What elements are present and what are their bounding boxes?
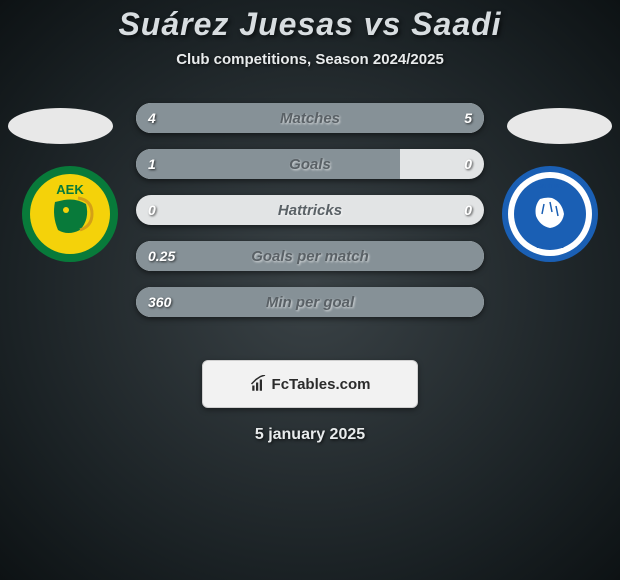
stat-value-right: 0: [464, 195, 472, 225]
stat-label: Matches: [136, 103, 484, 133]
page-title: Suárez Juesas vs Saadi: [0, 6, 620, 43]
stat-value-right: 0: [464, 149, 472, 179]
stat-row: Min per goal360: [136, 287, 484, 317]
stat-value-left: 360: [148, 287, 171, 317]
comparison-panel: AEK ΑΘΛΗΤΙΚΟΣ ΕΘΝΙΚΟΣ Matches45Goals10Ha…: [0, 88, 620, 348]
stat-value-left: 4: [148, 103, 156, 133]
page-subtitle: Club competitions, Season 2024/2025: [0, 51, 620, 68]
stat-value-left: 0: [148, 195, 156, 225]
stat-value-right: 5: [464, 103, 472, 133]
stat-value-left: 0.25: [148, 241, 175, 271]
club-crest-right: ΑΘΛΗΤΙΚΟΣ ΕΘΝΙΚΟΣ: [500, 164, 600, 264]
brand-badge[interactable]: FcTables.com: [202, 360, 418, 408]
stats-bars: Matches45Goals10Hattricks00Goals per mat…: [136, 103, 484, 333]
stat-row: Goals1 0: [136, 149, 484, 179]
player-right-pedestal: [507, 108, 612, 144]
stat-row: Matches4 5: [136, 103, 484, 133]
stat-label: Min per goal: [136, 287, 484, 317]
player-left-pedestal: [8, 108, 113, 144]
chart-icon: [250, 375, 268, 393]
brand-text: FcTables.com: [272, 376, 371, 393]
club-crest-left: AEK: [20, 164, 120, 264]
crest-left-text: AEK: [56, 182, 84, 197]
stat-value-left: 1: [148, 149, 156, 179]
stat-label: Goals per match: [136, 241, 484, 271]
svg-text:ΑΘΛΗΤΙΚΟΣ: ΑΘΛΗΤΙΚΟΣ: [533, 184, 568, 190]
date-label: 5 january 2025: [0, 426, 620, 444]
svg-text:ΕΘΝΙΚΟΣ: ΕΘΝΙΚΟΣ: [537, 244, 564, 250]
stat-row: Hattricks0 0: [136, 195, 484, 225]
stat-label: Hattricks: [136, 195, 484, 225]
stat-row: Goals per match0.25: [136, 241, 484, 271]
stat-label: Goals: [136, 149, 484, 179]
